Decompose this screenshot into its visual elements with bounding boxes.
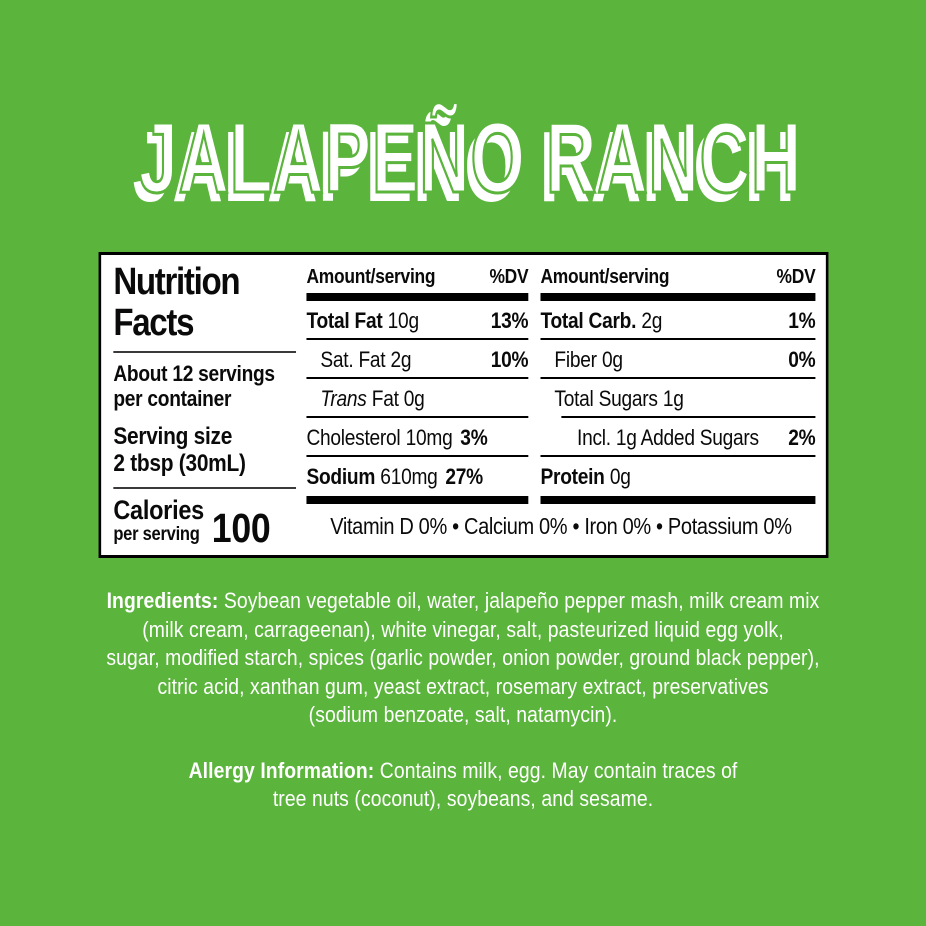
row-total-sugars: Total Sugars 1g: [540, 379, 815, 418]
nutrient-amount: 1g: [662, 385, 684, 411]
row-total-fat: Total Fat 10g 13%: [305, 301, 528, 340]
nutrient-name: Total Sugars: [553, 385, 658, 411]
nutrient-amount: 610mg: [379, 463, 438, 489]
serving-size-label: Serving size: [112, 423, 232, 450]
nutrient-amount: 10mg: [405, 424, 452, 450]
nutrient-column-carb: Amount/serving %DV Total Carb. 2g 1% Fib…: [539, 260, 815, 504]
nutrient-columns: Amount/serving %DV Total Fat 10g 13% Sat…: [305, 260, 815, 504]
title-wrap: JALAPEÑO RANCH: [138, 107, 803, 210]
serving-size-value: 2 tbsp (30mL): [112, 450, 246, 477]
calories-row: Calories per serving 100: [113, 496, 296, 551]
panel-nutrient-area: Amount/serving %DV Total Fat 10g 13% Sat…: [305, 260, 815, 546]
row-cholesterol: Cholesterol 10mg 3%: [305, 418, 528, 457]
row-sat-fat: Sat. Fat 2g 10%: [305, 340, 528, 379]
nutrient-amount: 2g: [390, 346, 411, 372]
ingredients-label: Ingredients:: [106, 588, 219, 613]
ingredients-line: Ingredients: Soybean vegetable oil, wate…: [56, 587, 871, 616]
ingredients-section: Ingredients: Soybean vegetable oil, wate…: [56, 587, 871, 730]
nutrition-panel-wrap: Nutrition Facts About 12 servings per co…: [98, 252, 828, 558]
nutrient-amount: 0g: [609, 463, 631, 489]
allergy-section: Allergy Information: Contains milk, egg.…: [56, 757, 871, 814]
nutrient-dv: 13%: [490, 307, 528, 333]
thick-bar: [539, 496, 815, 504]
nutrient-amount: Fat 0g: [371, 385, 425, 411]
calories-label: Calories: [112, 495, 204, 525]
dv-header: %DV: [776, 266, 815, 288]
allergy-label: Allergy Information:: [188, 757, 375, 783]
nutrient-dv: 1%: [787, 307, 815, 333]
ingredients-text: Soybean vegetable oil, water, jalapeño p…: [218, 588, 820, 613]
nutrient-name: Trans: [319, 385, 367, 411]
nutrient-name: Total Carb.: [539, 307, 636, 333]
column-header: Amount/serving %DV: [306, 260, 528, 293]
thick-bar: [539, 293, 815, 301]
product-title: JALAPEÑO RANCH: [138, 107, 803, 210]
nutrient-amount: 2g: [640, 307, 662, 333]
calories-value: 100: [211, 505, 271, 551]
nutrient-name: Sodium: [305, 463, 375, 489]
calories-sublabel: per serving: [112, 524, 200, 545]
nutrient-name: Incl. 1g Added Sugars: [576, 424, 759, 450]
column-header: Amount/serving %DV: [540, 260, 815, 293]
amount-serving-header: Amount/serving: [305, 266, 435, 288]
servings-per-container: About 12 servings per container: [113, 361, 296, 411]
nutrient-dv: 2%: [787, 424, 815, 450]
row-sodium: Sodium 610mg 27%: [306, 457, 528, 496]
thick-bar: [305, 293, 528, 301]
servings-line: About 12 servings: [112, 361, 275, 386]
allergy-line: Allergy Information: Contains milk, egg.…: [56, 757, 871, 786]
nutrient-name: Total Fat: [305, 307, 382, 333]
row-protein: Protein 0g: [540, 457, 815, 496]
nutrient-dv: 10%: [490, 346, 528, 372]
nutrient-dv: 0%: [787, 346, 815, 372]
nutrient-amount: 0g: [601, 346, 623, 372]
nutrient-column-fat: Amount/serving %DV Total Fat 10g 13% Sat…: [305, 260, 528, 504]
panel-left-column: Nutrition Facts About 12 servings per co…: [112, 260, 296, 551]
divider: [112, 487, 296, 489]
ingredients-line: sugar, modified starch, spices (garlic p…: [106, 645, 820, 670]
micronutrients-line: Vitamin D 0% • Calcium 0% • Iron 0% • Po…: [329, 513, 792, 539]
allergy-line: tree nuts (coconut), soybeans, and sesam…: [272, 786, 654, 811]
dv-header: %DV: [488, 266, 528, 288]
row-total-carb: Total Carb. 2g 1%: [539, 301, 815, 340]
allergy-text: Contains milk, egg. May contain traces o…: [374, 757, 738, 783]
nutrient-name: Cholesterol: [305, 424, 400, 450]
nutrient-name: Sat. Fat: [319, 346, 385, 372]
nutrition-facts-heading: Nutrition Facts: [112, 261, 240, 344]
nutrient-name: Protein: [539, 463, 605, 489]
nutrient-dv: 27%: [444, 463, 483, 489]
amount-serving-header: Amount/serving: [539, 266, 669, 288]
nutrition-facts-panel: Nutrition Facts About 12 servings per co…: [98, 252, 828, 558]
divider: [112, 351, 296, 353]
servings-line: per container: [112, 386, 231, 411]
calories-labels: Calories per serving: [113, 496, 204, 546]
ingredients-line: (milk cream, carrageenan), white vinegar…: [142, 616, 784, 642]
thick-bar: [305, 496, 528, 504]
nutrient-name: Fiber: [553, 346, 597, 372]
row-fiber: Fiber 0g 0%: [539, 340, 815, 379]
row-trans-fat: Trans Fat 0g: [305, 379, 528, 418]
nutrient-dv: 3%: [459, 424, 487, 450]
row-added-sugars: Incl. 1g Added Sugars 2%: [539, 418, 815, 457]
serving-size: Serving size 2 tbsp (30mL): [113, 423, 296, 477]
nutrient-amount: 10g: [387, 307, 419, 333]
ingredients-line: citric acid, xanthan gum, yeast extract,…: [157, 673, 769, 699]
ingredients-line: (sodium benzoate, salt, natamycin).: [308, 702, 618, 727]
